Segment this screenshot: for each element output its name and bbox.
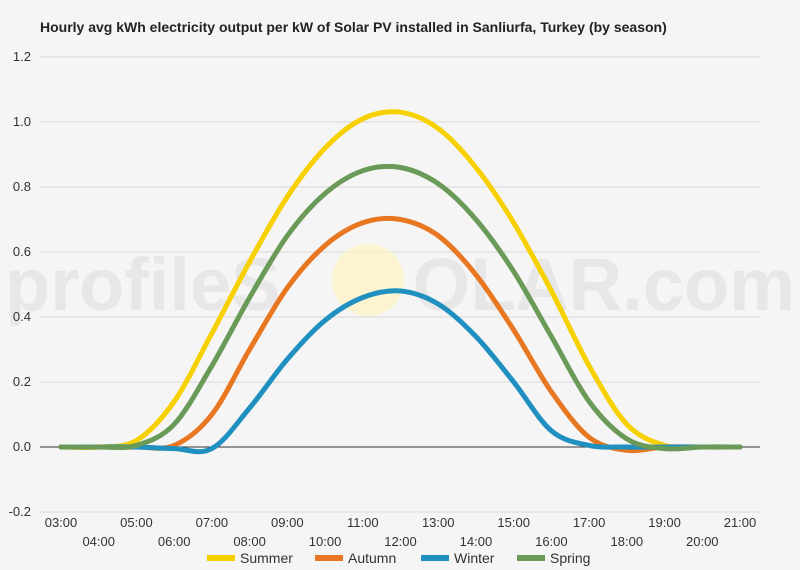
series-line-winter bbox=[58, 288, 743, 455]
x-tick-label: 08:00 bbox=[233, 534, 266, 549]
x-tick-label: 05:00 bbox=[120, 515, 153, 530]
y-tick-label: 0.2 bbox=[13, 374, 31, 389]
x-tick-label: 12:00 bbox=[384, 534, 417, 549]
legend-swatch-autumn bbox=[315, 555, 343, 561]
series-line-summer bbox=[58, 109, 743, 451]
legend-label-spring: Spring bbox=[550, 550, 590, 566]
x-tick-label: 06:00 bbox=[158, 534, 191, 549]
legend-swatch-winter bbox=[421, 555, 449, 561]
sun-icon bbox=[332, 244, 404, 316]
y-tick-label: 1.2 bbox=[13, 49, 31, 64]
x-tick-label: 18:00 bbox=[611, 534, 644, 549]
y-tick-label: -0.2 bbox=[9, 504, 31, 519]
x-tick-label: 15:00 bbox=[497, 515, 530, 530]
x-tick-label: 16:00 bbox=[535, 534, 568, 549]
y-tick-label: 0.0 bbox=[13, 439, 31, 454]
x-tick-label: 03:00 bbox=[45, 515, 78, 530]
watermark-text: OLAR.com bbox=[413, 243, 795, 326]
y-tick-label: 0.6 bbox=[13, 244, 31, 259]
x-tick-label: 14:00 bbox=[460, 534, 493, 549]
watermark: profileS OLAR.com bbox=[5, 243, 795, 326]
legend-label-summer: Summer bbox=[240, 550, 293, 566]
x-axis-ticks: 03:00 04:00 05:00 06:00 07:00 08:00 09:00 10:00… bbox=[45, 515, 757, 549]
legend-swatch-summer bbox=[207, 555, 235, 561]
x-tick-label: 10:00 bbox=[309, 534, 342, 549]
watermark-text: profileS bbox=[5, 243, 280, 326]
series-lines bbox=[58, 109, 743, 455]
legend-swatch-spring bbox=[517, 555, 545, 561]
chart-title: Hourly avg kWh electricity output per kW… bbox=[40, 19, 667, 35]
x-tick-label: 20:00 bbox=[686, 534, 719, 549]
x-tick-label: 17:00 bbox=[573, 515, 606, 530]
y-tick-label: 0.8 bbox=[13, 179, 31, 194]
y-tick-label: 0.4 bbox=[13, 309, 31, 324]
legend: Summer Autumn Winter Spring bbox=[207, 550, 590, 566]
legend-label-autumn: Autumn bbox=[348, 550, 396, 566]
x-tick-label: 21:00 bbox=[724, 515, 757, 530]
legend-label-winter: Winter bbox=[454, 550, 495, 566]
series-line-autumn bbox=[58, 215, 743, 454]
y-axis-ticks: 1.2 1.0 0.8 0.6 0.4 0.2 0.0 -0.2 bbox=[9, 49, 31, 519]
x-tick-label: 04:00 bbox=[82, 534, 115, 549]
x-tick-label: 07:00 bbox=[196, 515, 229, 530]
x-tick-label: 11:00 bbox=[347, 515, 379, 530]
x-tick-label: 19:00 bbox=[648, 515, 681, 530]
x-tick-label: 13:00 bbox=[422, 515, 455, 530]
y-tick-label: 1.0 bbox=[13, 114, 31, 129]
series-line-spring bbox=[58, 163, 743, 452]
x-tick-label: 09:00 bbox=[271, 515, 304, 530]
